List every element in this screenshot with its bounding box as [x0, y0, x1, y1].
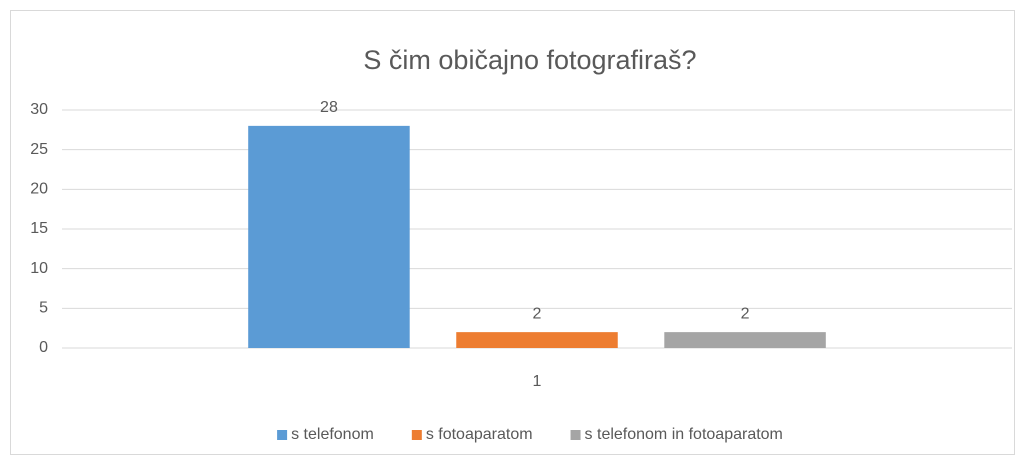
x-tick-label: 1: [533, 373, 542, 390]
legend-label: s telefonom: [291, 426, 374, 443]
bar: [456, 332, 618, 348]
legend-swatch: [277, 430, 288, 440]
chart-border: [10, 10, 1015, 455]
y-tick-label: 5: [39, 300, 48, 317]
legend-label: s telefonom in fotoaparatom: [585, 426, 783, 443]
y-tick-label: 20: [30, 181, 48, 198]
chart-title: S čim običajno fotografiraš?: [363, 45, 696, 75]
bar: [248, 125, 410, 348]
legend-label: s fotoaparatom: [426, 426, 533, 443]
y-tick-label: 0: [39, 339, 48, 356]
legend-swatch: [570, 430, 581, 440]
y-tick-label: 25: [30, 141, 48, 158]
y-tick-label: 10: [30, 260, 48, 277]
data-label: 2: [533, 305, 542, 322]
legend-swatch: [411, 430, 422, 440]
data-label: 28: [320, 99, 338, 116]
y-tick-label: 30: [30, 101, 48, 118]
y-tick-label: 15: [30, 220, 48, 237]
bar: [664, 332, 826, 348]
data-label: 2: [741, 305, 750, 322]
